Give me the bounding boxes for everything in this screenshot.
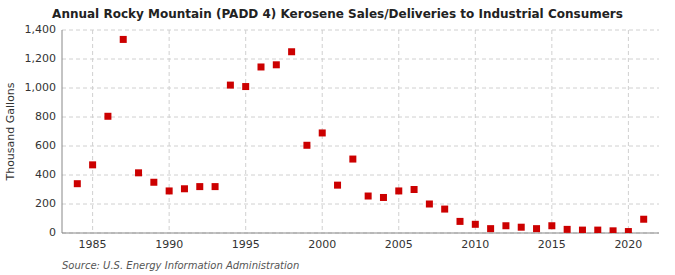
point (548, 222, 555, 229)
points (74, 36, 647, 233)
y-grid-line (62, 146, 659, 147)
grid (62, 30, 659, 233)
point (74, 180, 81, 187)
point (319, 129, 326, 136)
y-grid-line (62, 59, 659, 60)
x-grid-line (398, 30, 399, 233)
point (212, 183, 219, 190)
y-grid-line (62, 30, 659, 31)
point (196, 183, 203, 190)
point (579, 227, 586, 233)
y-tick-label: 1,000 (25, 81, 57, 94)
point (135, 169, 142, 176)
point (288, 48, 295, 55)
x-tick-label: 2015 (538, 238, 566, 251)
point (533, 225, 540, 232)
x-tick-label: 2010 (461, 238, 489, 251)
y-tick-label: 400 (35, 168, 56, 181)
point (242, 83, 249, 90)
y-grid-line (62, 88, 659, 89)
y-tick-label: 1,200 (25, 52, 57, 65)
point (610, 227, 617, 233)
point (472, 221, 479, 228)
point (487, 225, 494, 232)
x-tick-label: 2000 (308, 238, 336, 251)
y-axis-line (62, 30, 63, 233)
point (625, 228, 632, 233)
point (380, 194, 387, 201)
y-tick-label: 0 (49, 226, 56, 239)
point (120, 36, 127, 43)
point (411, 186, 418, 193)
point (349, 156, 356, 163)
y-tick-label: 600 (35, 139, 56, 152)
point (594, 227, 601, 233)
point (502, 222, 509, 229)
point (441, 206, 448, 213)
point (518, 224, 525, 231)
point (365, 193, 372, 200)
x-tick-label: 1990 (155, 238, 183, 251)
title: Annual Rocky Mountain (PADD 4) Kerosene … (52, 7, 623, 21)
x-tick-label: 2005 (385, 238, 413, 251)
point (89, 161, 96, 168)
x-grid-line (92, 30, 93, 233)
point (640, 216, 647, 223)
point (395, 187, 402, 194)
point (457, 218, 464, 225)
x-grid-line (245, 30, 246, 233)
y-grid-line (62, 117, 659, 118)
x-tick-label: 2020 (614, 238, 642, 251)
point (303, 142, 310, 149)
point (227, 82, 234, 89)
y-tick-label: 1,400 (25, 23, 57, 36)
x-tick-label: 1985 (79, 238, 107, 251)
chart: 0 200 400 600 800 1,000 1,200 1,400 1985 1990 1995… (0, 0, 675, 275)
point (426, 201, 433, 208)
x-grid-line (169, 30, 170, 233)
y-tick-label: 800 (35, 110, 56, 123)
source-note: Source: U.S. Energy Information Administ… (62, 260, 299, 271)
y-tick-label: 200 (35, 197, 56, 210)
y-axis-label: Thousand Gallons (4, 82, 17, 181)
y-grid-line (62, 204, 659, 205)
point (273, 61, 280, 68)
point (258, 63, 265, 70)
point (334, 182, 341, 189)
x-tick-label: 1995 (232, 238, 260, 251)
x-grid-line (475, 30, 476, 233)
point (564, 226, 571, 233)
x-grid-line (551, 30, 552, 233)
point (181, 185, 188, 192)
point (166, 187, 173, 194)
y-grid-line (62, 175, 659, 176)
point (104, 113, 111, 120)
point (150, 179, 157, 186)
x-grid-line (628, 30, 629, 233)
